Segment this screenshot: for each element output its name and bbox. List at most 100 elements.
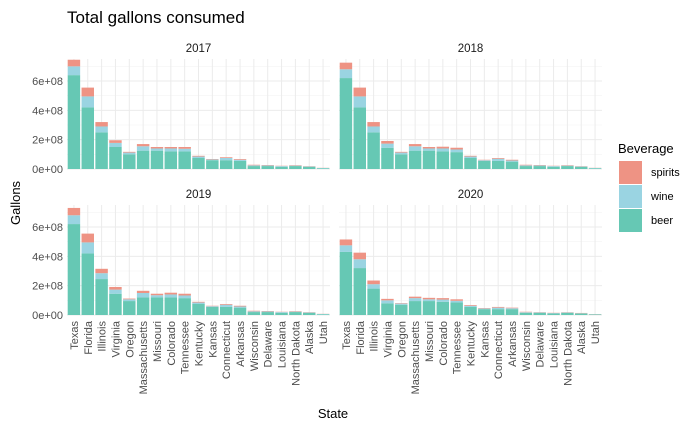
x-tick-label: Utah [318, 321, 330, 344]
x-tick-label: Tennessee [452, 321, 464, 374]
bar-beer-kansas [206, 306, 219, 315]
bar-beer-colorado [436, 151, 450, 169]
bar-spirits-connecticut [219, 304, 233, 305]
bar-beer-illinois [367, 132, 380, 169]
x-tick-label: Missouri [424, 321, 436, 362]
bar-beer-north-dakota [289, 166, 302, 169]
bar-wine-wisconsin [519, 312, 533, 313]
x-tick-label: Wisconsin [521, 321, 533, 371]
x-tick-label: Illinois [97, 321, 109, 352]
x-tick-label: Louisiana [549, 320, 561, 368]
x-tick-label: Alaska [304, 320, 316, 354]
bar-beer-arkansas [505, 309, 519, 315]
bar-wine-oregon [395, 152, 408, 155]
bar-beer-illinois [367, 288, 380, 315]
bar-beer-oregon [395, 304, 408, 315]
y-tick-label: 4e+08 [32, 105, 63, 117]
bar-wine-florida [81, 96, 94, 108]
x-tick-label: Kansas [479, 321, 491, 358]
x-tick-label: Tennessee [180, 321, 192, 374]
x-tick-label: Connecticut [221, 321, 233, 379]
bar-wine-missouri [422, 299, 436, 302]
bar-beer-missouri [150, 150, 164, 169]
bar-wine-tennessee [178, 295, 191, 299]
bar-beer-wisconsin [519, 312, 533, 315]
bar-wine-wisconsin [247, 165, 261, 167]
x-tick-label: Utah [590, 321, 602, 344]
bar-spirits-tennessee [178, 147, 191, 149]
bar-wine-colorado [436, 148, 450, 152]
bar-beer-delaware [533, 312, 546, 315]
bar-spirits-massachusetts [408, 296, 422, 299]
bar-spirits-illinois [95, 122, 108, 127]
bar-beer-virginia [381, 303, 394, 315]
bar-wine-kentucky [464, 305, 477, 307]
bar-beer-florida [81, 253, 94, 315]
bar-beer-utah [588, 314, 602, 315]
bar-beer-tennessee [450, 152, 463, 169]
y-tick-label: 6e+08 [32, 76, 63, 88]
x-tick-label: Colorado [438, 321, 450, 366]
x-axis-title: State [318, 406, 348, 421]
bar-spirits-virginia [109, 140, 122, 143]
bar-beer-wisconsin [519, 166, 533, 169]
bar-beer-oregon [395, 154, 408, 169]
bar-wine-colorado [436, 299, 450, 302]
bar-beer-tennessee [178, 298, 191, 315]
bar-wine-colorado [164, 294, 178, 298]
bar-beer-louisiana [275, 312, 288, 315]
bar-spirits-tennessee [178, 293, 191, 296]
bar-spirits-missouri [150, 147, 164, 149]
bar-wine-arkansas [505, 160, 519, 162]
bar-wine-massachusetts [136, 293, 150, 298]
bar-beer-arkansas [233, 307, 247, 315]
bar-wine-kansas [206, 306, 219, 307]
bar-wine-kansas [478, 160, 491, 161]
bar-wine-florida [353, 259, 366, 269]
bar-beer-louisiana [275, 166, 288, 169]
x-tick-label: Missouri [152, 321, 164, 362]
bar-spirits-florida [353, 87, 366, 97]
legend: Beverage spirits wine beer [618, 141, 680, 232]
bar-wine-kansas [206, 159, 219, 161]
bar-beer-delaware [261, 312, 274, 315]
panel-strip-label: 2018 [458, 43, 484, 55]
x-tick-label: Florida [83, 320, 95, 355]
x-tick-label: Massachusetts [138, 321, 150, 395]
bar-beer-massachusetts [408, 301, 422, 315]
x-tick-label: Massachusetts [410, 321, 422, 395]
bar-wine-texas [339, 245, 353, 252]
bar-beer-illinois [95, 279, 108, 315]
bar-wine-illinois [95, 126, 108, 133]
bar-beer-utah [588, 168, 602, 169]
bar-wine-louisiana [275, 312, 288, 313]
bar-beer-connecticut [491, 309, 505, 315]
x-tick-label: Texas [69, 321, 81, 350]
bar-beer-alaska [575, 313, 588, 315]
bar-wine-kentucky [464, 156, 477, 158]
bar-spirits-massachusetts [136, 144, 150, 147]
y-tick-label: 0e+00 [32, 310, 63, 322]
bar-beer-delaware [533, 166, 546, 169]
bar-beer-north-dakota [561, 312, 574, 315]
bar-wine-kansas [478, 308, 491, 310]
bar-wine-delaware [533, 165, 546, 167]
bar-beer-virginia [109, 147, 122, 169]
panel-2020: 2020 Texas Florida Illinois Virginia Oregon Ma… [339, 189, 602, 394]
bar-spirits-colorado [436, 146, 450, 149]
bar-beer-kentucky [464, 158, 477, 169]
x-tick-label: Texas [341, 321, 353, 350]
bar-wine-delaware [261, 165, 274, 167]
bar-wine-massachusetts [408, 146, 422, 151]
y-tick-label: 2e+08 [32, 135, 63, 147]
bar-beer-wisconsin [247, 312, 261, 315]
x-tick-label: Alaska [576, 320, 588, 354]
bar-wine-florida [353, 96, 366, 108]
legend-swatch-beer [619, 209, 642, 232]
bar-beer-missouri [150, 297, 164, 315]
panel-strip-label: 2017 [186, 43, 212, 55]
x-tick-label: Delaware [535, 321, 547, 367]
bar-wine-oregon [123, 299, 136, 302]
bar-beer-kansas [478, 160, 491, 169]
